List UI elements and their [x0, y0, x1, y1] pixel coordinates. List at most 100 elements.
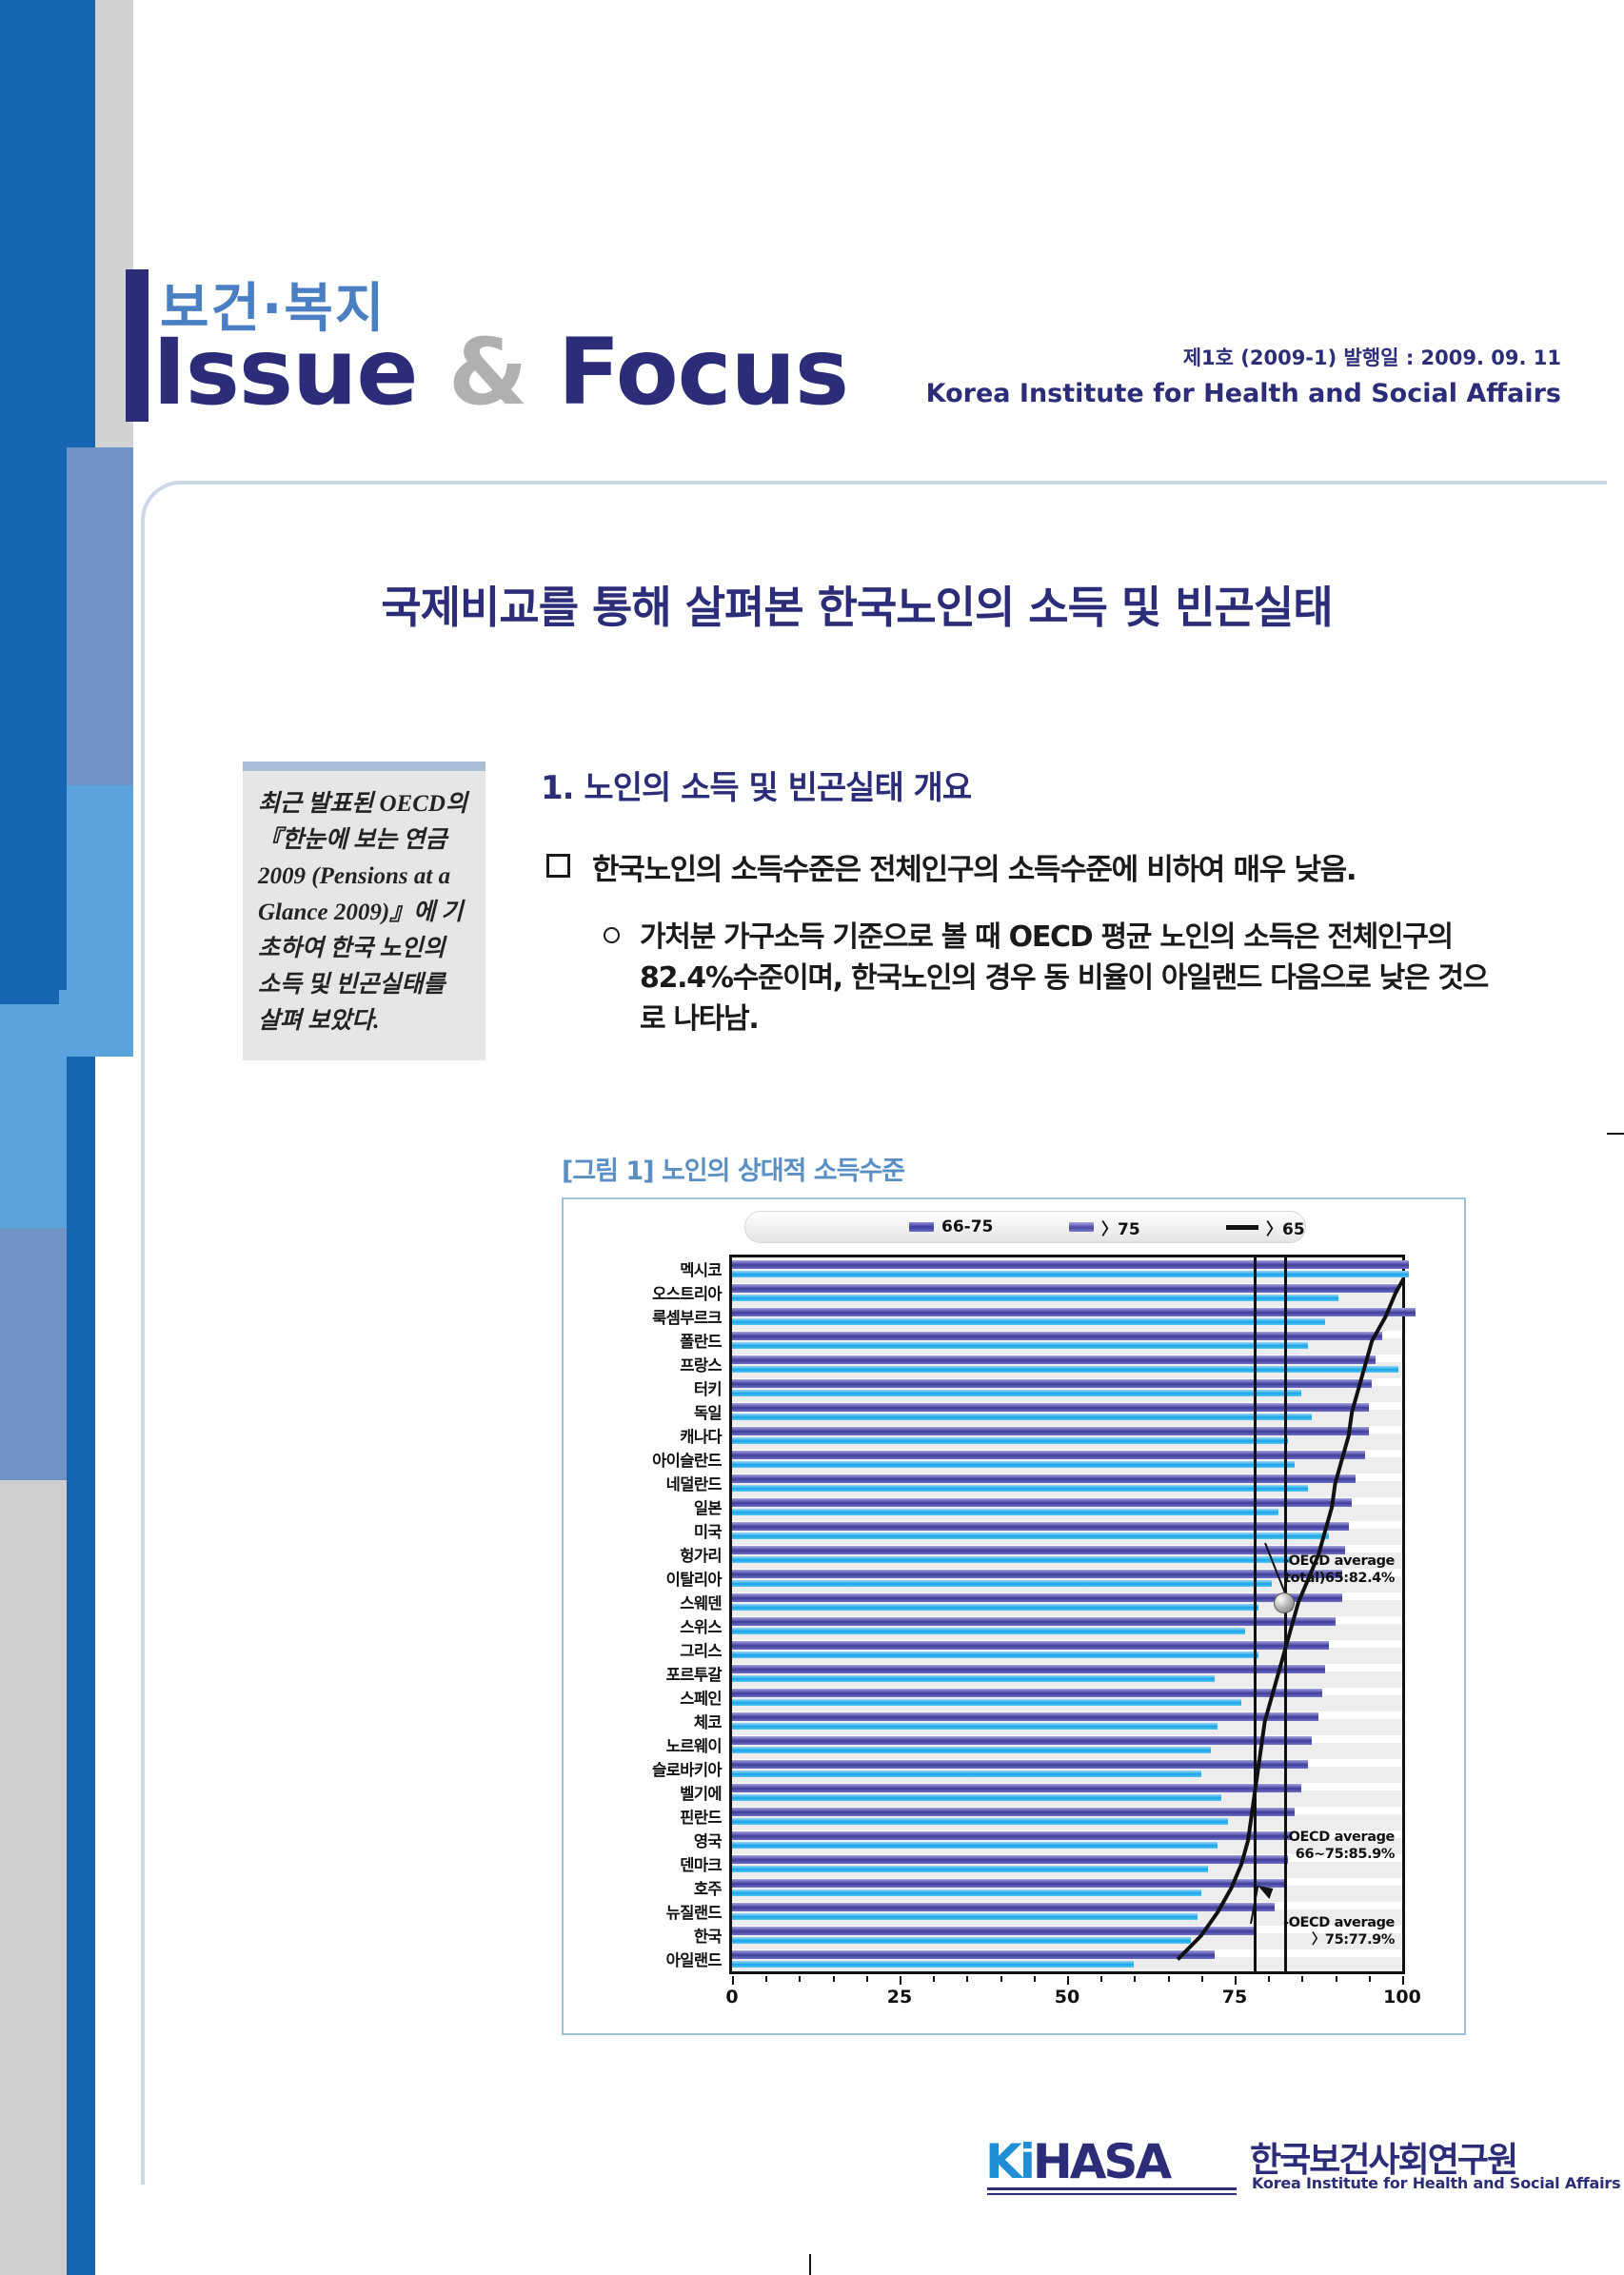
x-axis-label: 50	[1054, 1987, 1080, 2008]
chart-legend: 66-75 〉75 〉65	[744, 1211, 1306, 1243]
legend-line-swatch	[1226, 1224, 1258, 1230]
x-axis-minor-tick	[865, 1976, 868, 1982]
x-axis-minor-tick	[832, 1976, 835, 1982]
reference-line-0	[1254, 1257, 1258, 1971]
annotation-line-1: -OECD average	[1283, 1553, 1395, 1569]
bar-over-75	[732, 1770, 1201, 1777]
bar-66-75	[732, 1474, 1356, 1483]
bar-66-75	[732, 1332, 1382, 1340]
bar-66-75	[732, 1308, 1416, 1316]
bar-66-75	[732, 1903, 1276, 1911]
footer-org-en: Korea Institute for Health and Social Af…	[1252, 2174, 1621, 2192]
y-axis-label: 미국	[693, 1522, 723, 1541]
y-axis-label: 이탈리아	[665, 1570, 723, 1589]
y-axis-label: 오스트리아	[652, 1284, 723, 1303]
rail-strip-light	[67, 785, 95, 1057]
bar-over-75	[732, 1889, 1201, 1896]
bullet-level-2-text: 가처분 가구소득 기준으로 볼 때 OECD 평균 노인의 소득은 전체인구의 …	[640, 920, 1489, 1036]
x-axis-tick	[900, 1976, 901, 1985]
chart-annotation-oecd-total: -OECD average total)65:82.4%	[1283, 1553, 1395, 1587]
rail-separator	[59, 1228, 67, 1480]
y-axis-label: 일본	[693, 1498, 723, 1517]
bar-66-75	[732, 1260, 1410, 1269]
bar-over-75	[732, 1579, 1272, 1587]
chart-grid: -OECD average total)65:82.4% -OECD average…	[729, 1255, 1416, 1974]
bar-66-75	[732, 1641, 1329, 1650]
main-content-column: 1. 노인의 소득 및 빈곤실태 개요 한국노인의 소득수준은 전체인구의 소득…	[541, 762, 1512, 1039]
kihasa-rest-text: HASA	[1032, 2134, 1172, 2189]
y-axis-label: 터키	[693, 1379, 723, 1398]
aside-top-rule	[243, 762, 485, 771]
rail-band-grey-bottom	[0, 1480, 59, 2275]
legend-label: 66-75	[941, 1217, 994, 1236]
bullet-level-2: 가처분 가구소득 기준으로 볼 때 OECD 평균 노인의 소득은 전체인구의 …	[600, 918, 1512, 1039]
bar-over-75	[732, 1627, 1245, 1634]
annotation-line-2: 〉75:77.9%	[1311, 1932, 1396, 1949]
x-axis-label: 25	[886, 1987, 913, 2008]
square-bullet-icon	[546, 854, 570, 878]
y-axis-label: 프랑스	[680, 1355, 722, 1375]
logo-bar-icon	[126, 269, 149, 422]
x-axis-minor-tick	[765, 1976, 768, 1982]
x-axis-label: 75	[1221, 1987, 1248, 2008]
x-axis-minor-tick	[1000, 1976, 1002, 1982]
kihasa-wordmark: KiHASA	[985, 2134, 1172, 2189]
rail-strip-blue	[67, 0, 95, 447]
footer-rule	[987, 2187, 1237, 2190]
y-axis-label: 호주	[693, 1879, 723, 1898]
bar-over-75	[732, 1460, 1296, 1468]
x-axis-minor-tick	[1368, 1976, 1371, 1982]
y-axis-label: 한국	[693, 1927, 723, 1946]
x-axis-minor-tick	[1335, 1976, 1337, 1982]
x-axis-minor-tick	[1268, 1976, 1271, 1982]
rail-edge-mid	[95, 447, 133, 785]
x-axis-tick	[732, 1976, 734, 1985]
bar-66-75	[732, 1546, 1346, 1554]
bar-over-75	[732, 1484, 1309, 1492]
bar-66-75	[732, 1760, 1309, 1769]
y-axis-label: 스페인	[680, 1689, 722, 1708]
bar-over-75	[732, 1651, 1258, 1658]
bar-over-75	[732, 1532, 1329, 1539]
bar-over-75	[732, 1413, 1312, 1420]
rail-edge-light	[95, 785, 133, 1057]
y-axis-label: 아이슬란드	[652, 1451, 723, 1470]
bar-66-75	[732, 1593, 1342, 1602]
legend-item-2: 〉65	[1226, 1216, 1305, 1239]
reference-line-1	[1284, 1257, 1288, 1971]
x-axis-minor-tick	[933, 1976, 936, 1982]
bar-66-75	[732, 1808, 1296, 1816]
bar-over-75	[732, 1793, 1221, 1801]
bar-over-75	[732, 1746, 1212, 1753]
legend-bar-swatch	[1069, 1222, 1094, 1232]
figure-container: 66-75 〉75 〉65 멕시코 오스트리아 룩셈부르크 폴란드 프랑스 터키 독일 캐나다 아이…	[562, 1197, 1466, 2035]
figure-caption: [그림 1] 노인의 상대적 소득수준	[562, 1157, 905, 1186]
y-axis-label: 핀란드	[680, 1808, 722, 1827]
crop-mark	[1607, 1133, 1624, 1135]
y-axis-label: 독일	[693, 1403, 723, 1422]
masthead: 보건·복지 Issue & Focus 제1호 (2009-1) 발행일 : 2…	[114, 243, 1561, 462]
y-axis-label: 룩셈부르크	[652, 1308, 723, 1327]
y-axis-label: 영국	[693, 1831, 723, 1850]
bar-66-75	[732, 1498, 1353, 1507]
y-axis-label: 스위스	[680, 1617, 722, 1636]
rail-strip-blue2	[67, 1057, 95, 2275]
x-axis-minor-tick	[1301, 1976, 1304, 1982]
annotation-leader-lines	[1250, 1542, 1294, 1925]
bar-over-75	[732, 1294, 1339, 1301]
bar-66-75	[732, 1784, 1302, 1792]
y-axis-label: 폴란드	[680, 1332, 722, 1351]
bar-66-75	[732, 1689, 1322, 1697]
bar-over-75	[732, 1389, 1302, 1396]
rail-separator	[59, 1480, 67, 2275]
bar-over-75	[732, 1936, 1192, 1944]
rail-separator	[59, 0, 67, 990]
rail-strip-mid	[67, 447, 95, 785]
footer-org-kr: 한국보건사회연구원	[1250, 2141, 1518, 2180]
rail-separator	[59, 990, 67, 1228]
y-axis-label: 아일랜드	[665, 1950, 723, 1969]
legend-item-1: 〉75	[1069, 1216, 1140, 1239]
bar-over-75	[732, 1603, 1258, 1611]
legend-bar-swatch	[909, 1222, 934, 1232]
